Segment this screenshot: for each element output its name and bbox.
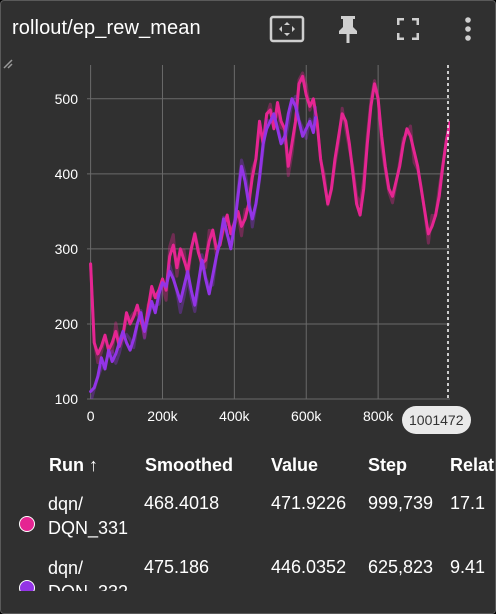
table-row[interactable]: dqn/ DQN_332 475.186 446.0352 625,823 9.… — [1, 551, 495, 593]
run-name: dqn/ DQN_331 — [48, 492, 128, 540]
smoothed-value: 475.186 — [144, 557, 210, 577]
series-line-dqn-dqn-332[interactable] — [89, 97, 317, 393]
x-tick-label: 800k — [363, 408, 394, 424]
step-value: 999,739 — [368, 493, 434, 513]
chart-svg[interactable]: 100 200 300 400 500 0 200k 400k 600k 800k — [1, 57, 496, 445]
pin-icon — [339, 16, 357, 43]
series-line-dqn-dqn-331[interactable] — [89, 74, 450, 356]
run-name: dqn/ DQN_332 — [48, 556, 128, 593]
column-header-run[interactable]: Run ↑ — [49, 455, 98, 475]
x-tick-label: 400k — [219, 408, 250, 424]
y-tick-label: 300 — [55, 241, 79, 257]
y-tick-label: 400 — [55, 166, 79, 182]
fit-to-data-button[interactable] — [269, 11, 305, 47]
fit-to-data-icon — [269, 15, 305, 43]
table-horizontal-scrollbar[interactable] — [1, 591, 495, 613]
y-tick-label: 200 — [55, 316, 79, 332]
run-name-line2: DQN_331 — [48, 518, 129, 538]
x-tick-label: 0 — [87, 408, 95, 424]
line-chart[interactable]: 100 200 300 400 500 0 200k 400k 600k 800k 1001472 — [1, 57, 496, 445]
resize-handle-icon[interactable] — [1, 57, 13, 69]
step-cursor-badge: 1001472 — [402, 406, 471, 434]
data-table: Run ↑ Smoothed Value Step Relative dqn/ … — [1, 447, 495, 593]
raw-value: 471.9226 — [271, 493, 347, 513]
table-header: Run ↑ Smoothed Value Step Relative — [1, 447, 495, 485]
column-header-value[interactable]: Value — [271, 455, 319, 475]
more-vert-icon — [465, 17, 471, 41]
x-tick-label: 200k — [147, 408, 178, 424]
column-header-relative[interactable]: Relative — [450, 455, 495, 475]
more-options-button[interactable] — [450, 11, 486, 47]
y-tick-label: 500 — [55, 91, 79, 107]
run-color-dot — [19, 516, 35, 532]
run-color-dot — [19, 580, 35, 593]
card-title: rollout/ep_rew_mean — [12, 17, 201, 39]
relative-value: 17.1 — [450, 493, 486, 513]
column-header-smoothed[interactable]: Smoothed — [145, 455, 233, 475]
table-row[interactable]: dqn/ DQN_331 468.4018 471.9226 999,739 1… — [1, 487, 495, 549]
x-tick-label: 600k — [291, 408, 322, 424]
fullscreen-icon — [397, 18, 419, 40]
column-header-step[interactable]: Step — [368, 455, 408, 475]
fullscreen-button[interactable] — [390, 11, 426, 47]
pin-button[interactable] — [330, 11, 366, 47]
relative-value: 9.41 — [450, 557, 486, 577]
raw-value: 446.0352 — [271, 557, 347, 577]
card-header: rollout/ep_rew_mean — [1, 1, 495, 57]
run-name-line1: dqn/ — [48, 494, 84, 514]
y-tick-label: 100 — [55, 391, 79, 407]
smoothed-value: 468.4018 — [144, 493, 220, 513]
run-name-line1: dqn/ — [48, 558, 84, 578]
step-value: 625,823 — [368, 557, 434, 577]
run-name-line2: DQN_332 — [48, 582, 129, 593]
